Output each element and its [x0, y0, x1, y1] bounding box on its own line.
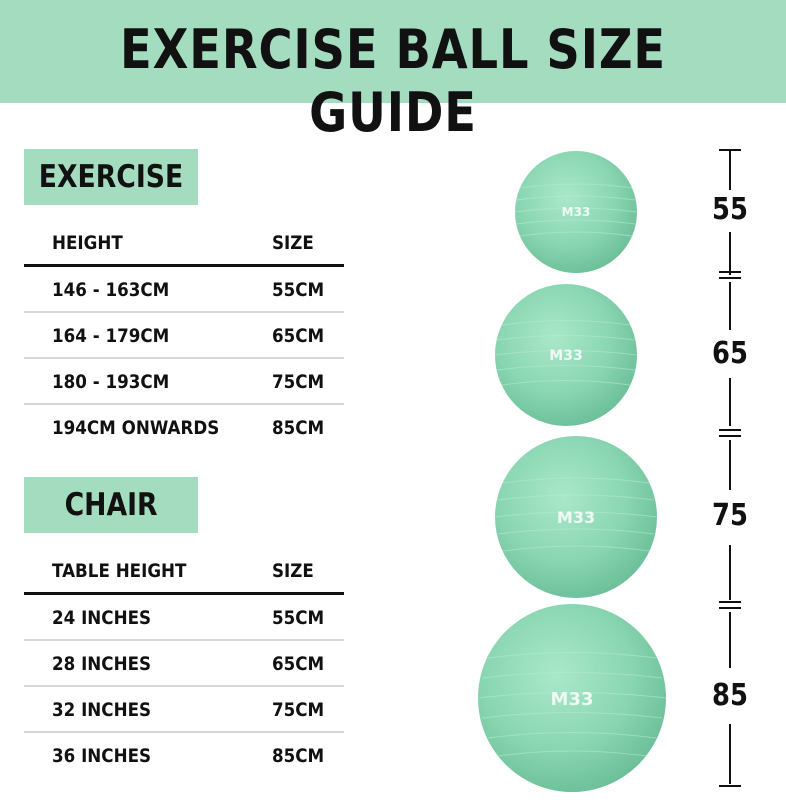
exercise-table: HEIGHT SIZE 146 - 163CM 55CM 164 - 179CM…	[24, 220, 344, 449]
table-row: 24 INCHES 55CM	[24, 595, 344, 641]
ball-logo: M33	[557, 508, 595, 527]
row-size: 55CM	[272, 279, 325, 301]
header-size: SIZE	[272, 560, 314, 582]
row-range: 32 INCHES	[52, 699, 152, 721]
ball-logo: M33	[562, 205, 591, 219]
table-header: TABLE HEIGHT SIZE	[24, 548, 344, 595]
page-title: EXERCISE BALL SIZE GUIDE	[119, 18, 666, 144]
table-row: 180 - 193CM 75CM	[24, 359, 344, 405]
ball-75: M33	[494, 436, 658, 598]
row-size: 85CM	[272, 745, 325, 767]
table-row: 36 INCHES 85CM	[24, 733, 344, 777]
row-size: 65CM	[272, 325, 325, 347]
table-row: 194CM ONWARDS 85CM	[24, 405, 344, 449]
table-row: 164 - 179CM 65CM	[24, 313, 344, 359]
ball-65: M33	[494, 284, 638, 426]
row-size: 75CM	[272, 699, 325, 721]
section-label-exercise: EXERCISE	[24, 149, 198, 205]
ruler-label-85: 85	[712, 678, 748, 713]
row-range: 36 INCHES	[52, 745, 152, 767]
row-range: 146 - 163CM	[52, 279, 170, 301]
row-range: 28 INCHES	[52, 653, 152, 675]
table-header: HEIGHT SIZE	[24, 220, 344, 267]
ball-85: M33	[477, 604, 667, 792]
ruler-label-65: 65	[712, 336, 748, 371]
header-table-height: TABLE HEIGHT	[52, 560, 187, 582]
title-banner: EXERCISE BALL SIZE GUIDE	[0, 0, 786, 144]
row-size: 75CM	[272, 371, 325, 393]
section-label-chair: CHAIR	[24, 477, 198, 533]
row-size: 65CM	[272, 653, 325, 675]
header-height: HEIGHT	[52, 232, 123, 254]
ball-logo: M33	[551, 689, 594, 710]
ruler-label-55: 55	[712, 192, 748, 227]
section-label-chair-text: CHAIR	[64, 487, 158, 523]
table-row: 146 - 163CM 55CM	[24, 267, 344, 313]
row-size: 85CM	[272, 417, 325, 439]
row-range: 194CM ONWARDS	[52, 417, 220, 439]
section-label-exercise-text: EXERCISE	[38, 159, 184, 195]
row-range: 180 - 193CM	[52, 371, 170, 393]
table-row: 28 INCHES 65CM	[24, 641, 344, 687]
header-size: SIZE	[272, 232, 314, 254]
ruler-label-75: 75	[712, 498, 748, 533]
row-size: 55CM	[272, 607, 325, 629]
row-range: 164 - 179CM	[52, 325, 170, 347]
chair-table: TABLE HEIGHT SIZE 24 INCHES 55CM 28 INCH…	[24, 548, 344, 777]
ball-55: M33	[514, 151, 638, 273]
table-row: 32 INCHES 75CM	[24, 687, 344, 733]
ball-logo: M33	[549, 348, 582, 364]
row-range: 24 INCHES	[52, 607, 152, 629]
